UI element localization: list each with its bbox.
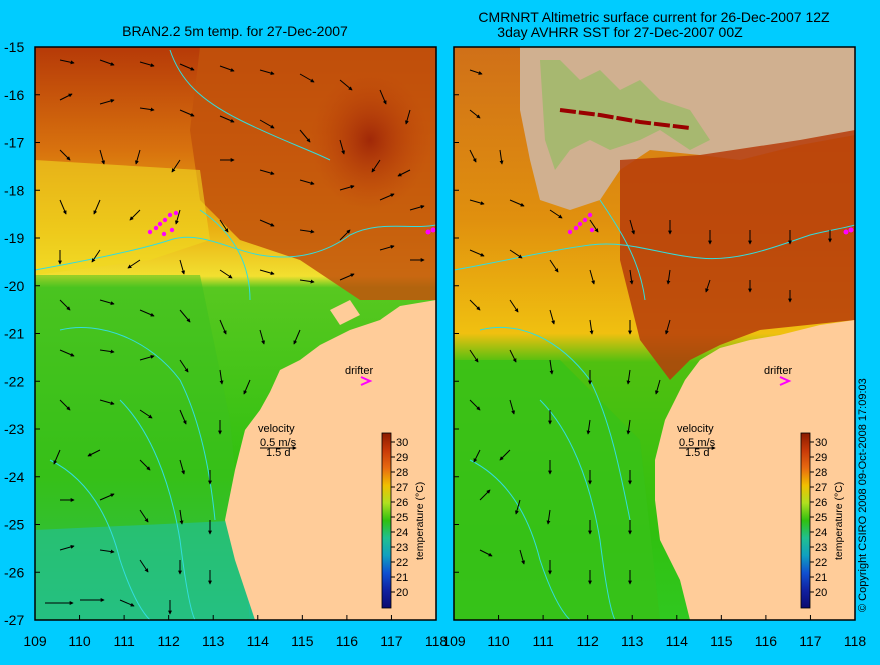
right-drifter-label: drifter <box>764 365 792 377</box>
right-title-line2: 3day AVHRR SST for 27-Dec-2007 00Z <box>497 24 743 40</box>
colorbar-tick-label: 21 <box>396 572 408 584</box>
y-tick-label: -15 <box>4 39 24 55</box>
left-contours <box>35 49 436 620</box>
x-tick-label: 112 <box>577 633 600 649</box>
left-colorbar-ticks: 30 29 28 27 26 25 24 23 22 21 20 <box>391 437 408 599</box>
colorbar-tick-label: 27 <box>396 482 408 494</box>
left-drifter-track <box>147 210 436 237</box>
x-tick-label: 110 <box>487 633 510 649</box>
x-tick-label: 111 <box>532 633 553 649</box>
left-warm-eddy <box>310 70 430 210</box>
colorbar-tick-label: 28 <box>815 467 827 479</box>
colorbar-tick-label: 27 <box>815 482 827 494</box>
right-cool-region <box>454 360 660 620</box>
colorbar-tick-label: 20 <box>396 587 408 599</box>
colorbar-tick-label: 22 <box>815 557 827 569</box>
y-tick-label: -21 <box>4 326 24 342</box>
left-drifter-label: drifter <box>345 365 373 377</box>
x-tick-label: 117 <box>799 633 822 649</box>
right-velocity-scale: 0.5 m/s <box>679 437 716 449</box>
colorbar-tick-label: 21 <box>815 572 827 584</box>
y-tick-label: -27 <box>4 612 24 628</box>
x-tick-label: 111 <box>113 633 134 649</box>
colorbar-tick-label: 30 <box>396 437 408 449</box>
x-tick-label: 110 <box>68 633 91 649</box>
colorbar-tick-label: 23 <box>396 542 408 554</box>
y-tick-label: -18 <box>4 182 24 198</box>
left-title: BRAN2.2 5m temp. for 27-Dec-2007 <box>122 23 348 39</box>
x-tick-label: 118 <box>425 633 448 649</box>
colorbar-tick-label: 29 <box>815 452 827 464</box>
left-map: drifter velocity 0.5 m/s 1.5 d 30 29 28 27 2… <box>34 46 437 621</box>
left-island <box>330 300 360 325</box>
y-tick-label: -19 <box>4 230 24 246</box>
y-tick-label: -17 <box>4 135 24 151</box>
y-tick-label: -23 <box>4 421 24 437</box>
x-tick-label: 113 <box>621 633 644 649</box>
colorbar-tick-label: 23 <box>815 542 827 554</box>
y-tick-label: -25 <box>4 517 24 533</box>
right-colorbar <box>800 432 811 609</box>
right-x-axis-ticks: 109 110 111 112 113 114 115 116 117 118 <box>442 615 866 649</box>
x-tick-label: 118 <box>844 633 867 649</box>
left-colorbar-title: temperature (°C) <box>414 482 426 560</box>
left-cool-region-south <box>35 520 250 620</box>
x-tick-label: 113 <box>202 633 225 649</box>
left-colorbar <box>381 432 392 609</box>
right-colorbar-title: temperature (°C) <box>833 482 845 560</box>
right-velocity-label: velocity <box>677 423 714 435</box>
left-velocity-arrows <box>45 59 425 615</box>
colorbar-tick-label: 22 <box>396 557 408 569</box>
y-tick-label: -22 <box>4 373 24 389</box>
y-axis-ticks: -15 -16 -17 -18 -19 -20 -21 -22 -23 -24 -25 -26 -27 <box>4 39 459 628</box>
x-tick-label: 116 <box>336 633 359 649</box>
x-tick-label: 109 <box>442 633 466 649</box>
x-tick-label: 112 <box>158 633 181 649</box>
x-tick-label: 116 <box>755 633 778 649</box>
right-velocity-arrows <box>469 69 832 585</box>
left-velocity-time: 1.5 d <box>266 447 290 459</box>
colorbar-tick-label: 26 <box>396 497 408 509</box>
colorbar-tick-label: 28 <box>396 467 408 479</box>
colorbar-tick-label: 29 <box>396 452 408 464</box>
x-tick-label: 115 <box>291 633 314 649</box>
right-drifter-symbol <box>779 376 792 386</box>
right-warm-region <box>620 130 855 380</box>
colorbar-tick-label: 30 <box>815 437 827 449</box>
colorbar-tick-label: 25 <box>815 512 827 524</box>
right-drifter-track <box>559 108 854 235</box>
y-tick-label: -20 <box>4 278 24 294</box>
right-colorbar-ticks: 30 29 28 27 26 25 24 23 22 21 20 <box>810 437 827 599</box>
y-tick-label: -26 <box>4 564 24 580</box>
left-velocity-label: velocity <box>258 423 295 435</box>
x-tick-label: 109 <box>23 633 47 649</box>
y-tick-label: -16 <box>4 87 24 103</box>
left-velocity-scale: 0.5 m/s <box>260 437 297 449</box>
x-tick-label: 117 <box>380 633 403 649</box>
copyright-text: © Copyright CSIRO 2008 09-Oct-2008 17:09… <box>857 378 869 612</box>
colorbar-tick-label: 24 <box>396 527 408 539</box>
colorbar-tick-label: 25 <box>396 512 408 524</box>
y-tick-label: -24 <box>4 469 24 485</box>
colorbar-tick-label: 24 <box>815 527 827 539</box>
right-title-line1: CMRNRT Altimetric surface current for 26… <box>478 9 830 25</box>
x-tick-label: 115 <box>710 633 733 649</box>
x-tick-label: 114 <box>666 633 689 649</box>
right-cloud-edges <box>540 60 710 170</box>
left-x-axis-ticks: 109 110 111 112 113 114 115 116 117 118 <box>23 615 447 649</box>
right-velocity-time: 1.5 d <box>685 447 709 459</box>
left-warm-tongue <box>35 160 210 275</box>
colorbar-tick-label: 26 <box>815 497 827 509</box>
colorbar-tick-label: 20 <box>815 587 827 599</box>
right-map: drifter velocity 0.5 m/s 1.5 d 30 29 28 27 2… <box>453 46 856 621</box>
x-tick-label: 114 <box>247 633 270 649</box>
left-drifter-symbol <box>360 376 373 386</box>
